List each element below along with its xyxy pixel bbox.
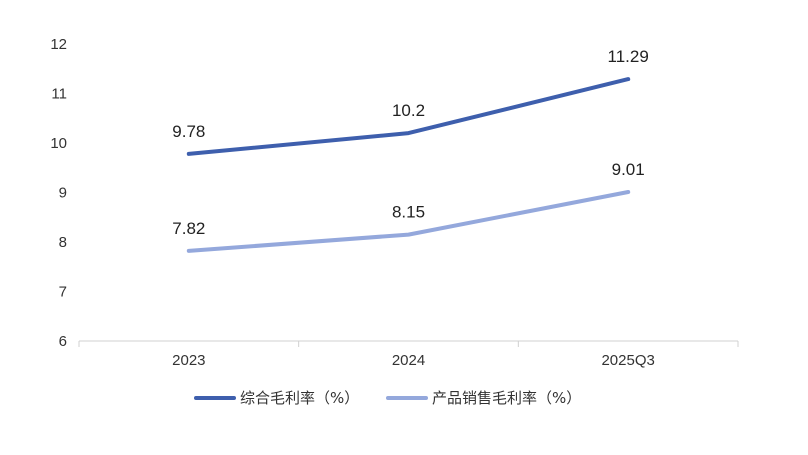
x-tick-label: 2024	[392, 352, 425, 369]
series-lines	[186, 77, 631, 253]
data-labels: 9.78 10.2 11.29 7.82 8.15 9.01	[172, 47, 649, 238]
y-tick-label: 8	[59, 234, 67, 251]
y-tick-label: 10	[50, 135, 67, 152]
legend-label-2: 产品销售毛利率（%）	[432, 389, 581, 407]
data-label: 9.01	[612, 160, 645, 179]
x-tick-label: 2023	[172, 352, 205, 369]
data-label: 7.82	[172, 219, 205, 238]
data-label: 8.15	[392, 203, 425, 222]
y-tick-label: 11	[51, 86, 67, 103]
data-label: 9.78	[172, 122, 205, 141]
y-axis-ticks: 6 7 8 9 10 11 12	[50, 36, 67, 350]
y-tick-label: 9	[59, 185, 67, 202]
series-line-1	[186, 77, 631, 156]
y-tick-label: 12	[50, 36, 67, 53]
x-axis-ticks: 2023 2024 2025Q3	[78, 341, 739, 369]
series-line-2	[186, 190, 631, 253]
legend-label-1: 综合毛利率（%）	[240, 389, 359, 407]
data-label: 10.2	[392, 101, 425, 120]
y-tick-label: 6	[59, 333, 67, 350]
x-tick-label: 2025Q3	[601, 352, 654, 369]
legend: 综合毛利率（%） 产品销售毛利率（%）	[194, 389, 581, 407]
data-label: 11.29	[608, 47, 649, 66]
y-tick-label: 7	[59, 284, 67, 301]
